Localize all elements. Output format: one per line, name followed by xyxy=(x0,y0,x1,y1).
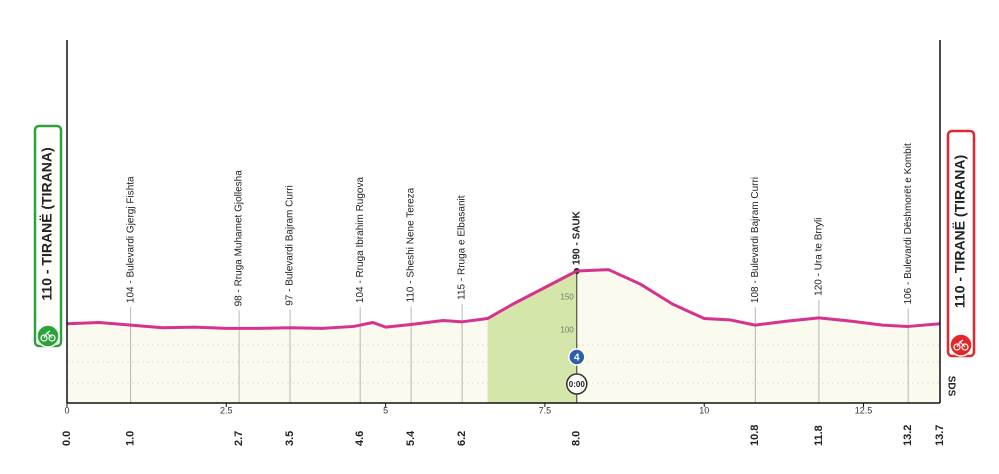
km-label: 8.0 xyxy=(571,431,583,446)
x-tick-label: 12.5 xyxy=(855,405,873,415)
waypoint-label: 190 - SAUK xyxy=(571,210,582,265)
start-label: 110 - TIRANË (TIRANA) xyxy=(39,147,55,300)
bike-wheel xyxy=(961,343,969,351)
waypoint-label: 98 - Rruga Muhamet Gjollesha xyxy=(234,170,245,307)
km-label: 10.8 xyxy=(749,425,761,446)
km-label: 4.6 xyxy=(354,431,366,446)
y-tick-label: 100 xyxy=(560,326,574,335)
climb-time: 0:00 xyxy=(569,380,586,389)
bike-wheel xyxy=(40,334,48,342)
x-tick-label: 0 xyxy=(64,405,69,415)
logo: SDS xyxy=(945,376,956,397)
km-label: 1.0 xyxy=(125,431,137,446)
waypoint-label: 104 - Rruga Ibrahim Rugova xyxy=(355,177,366,304)
finish-icon xyxy=(949,333,973,357)
km-label: 0.0 xyxy=(61,431,73,446)
climb-area xyxy=(487,270,577,403)
stopwatch xyxy=(566,373,588,395)
climb-category: 4 xyxy=(574,353,580,364)
climb-badge xyxy=(568,348,586,366)
km-label: 13.2 xyxy=(902,425,914,446)
waypoint-label: 108 - Bulevardi Bajram Curri xyxy=(750,177,761,303)
waypoint-label: 106 - Bulevardi Dëshmorët e Kombit xyxy=(903,143,914,304)
km-label: 5.4 xyxy=(405,430,417,446)
waypoint-label: 104 - Bulevardi Gjergj Fishta xyxy=(125,176,136,303)
km-label: 2.7 xyxy=(233,431,245,446)
y-tick-label: 150 xyxy=(560,293,574,302)
bike-frame xyxy=(956,339,966,348)
waypoint-label: 120 - Ura te Brryli xyxy=(814,218,825,296)
waypoint-label: 97 - Bulevardi Bajram Curri xyxy=(285,185,296,306)
x-tick-label: 2.5 xyxy=(220,405,233,415)
x-tick-label: 5 xyxy=(383,405,388,415)
waypoint-label: 110 - Sheshi Nene Tereza xyxy=(406,187,417,302)
bike-wheel xyxy=(48,334,56,342)
bike-wheel xyxy=(953,343,961,351)
x-tick-label: 10 xyxy=(699,405,709,415)
km-label: 6.2 xyxy=(456,431,468,446)
profile-line xyxy=(66,268,941,330)
km-label: 11.8 xyxy=(813,425,825,446)
finish-label: 110 - TIRANË (TIRANA) xyxy=(952,155,968,308)
start-icon xyxy=(36,324,60,348)
x-tick-label: 7.5 xyxy=(539,405,552,415)
waypoint-label: 115 - Rruga e Elbasanit xyxy=(457,195,468,300)
bike-frame xyxy=(43,330,53,339)
km-label: 13.7 xyxy=(934,425,946,446)
km-label: 3.5 xyxy=(284,431,296,446)
